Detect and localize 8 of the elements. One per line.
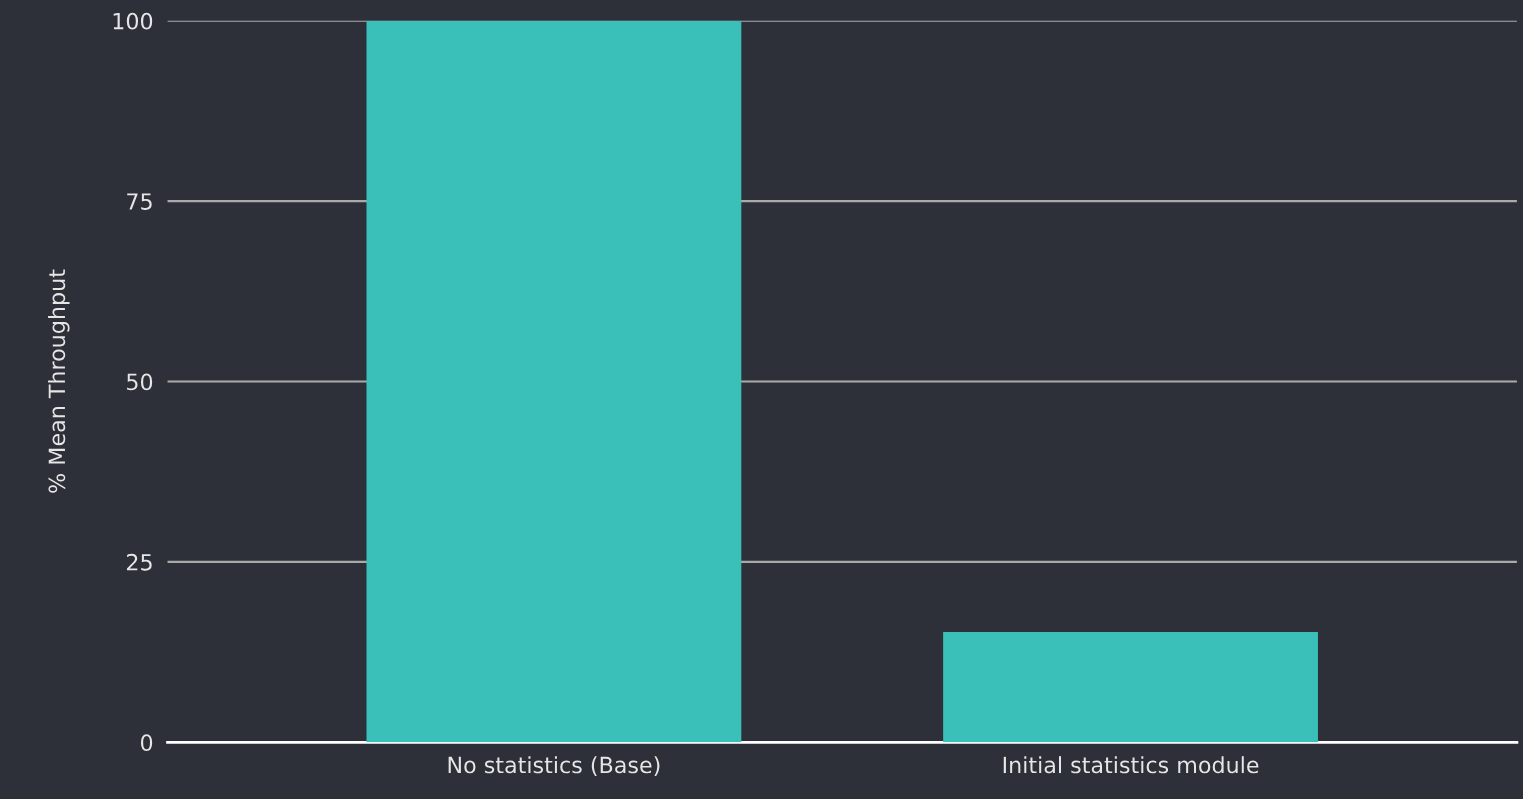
y-tick-label: 25 (126, 553, 152, 571)
x-tick-label: No statistics (Base) (448, 756, 660, 776)
x-tick-label: Initial statistics module (1003, 756, 1259, 774)
y-tick-label: 75 (127, 193, 152, 210)
y-tick-label: 100 (113, 12, 153, 30)
y-axis-title: % Mean Throughput (48, 269, 70, 493)
y-tick-label: 0 (140, 734, 153, 752)
y-tick-label: 50 (127, 373, 153, 391)
